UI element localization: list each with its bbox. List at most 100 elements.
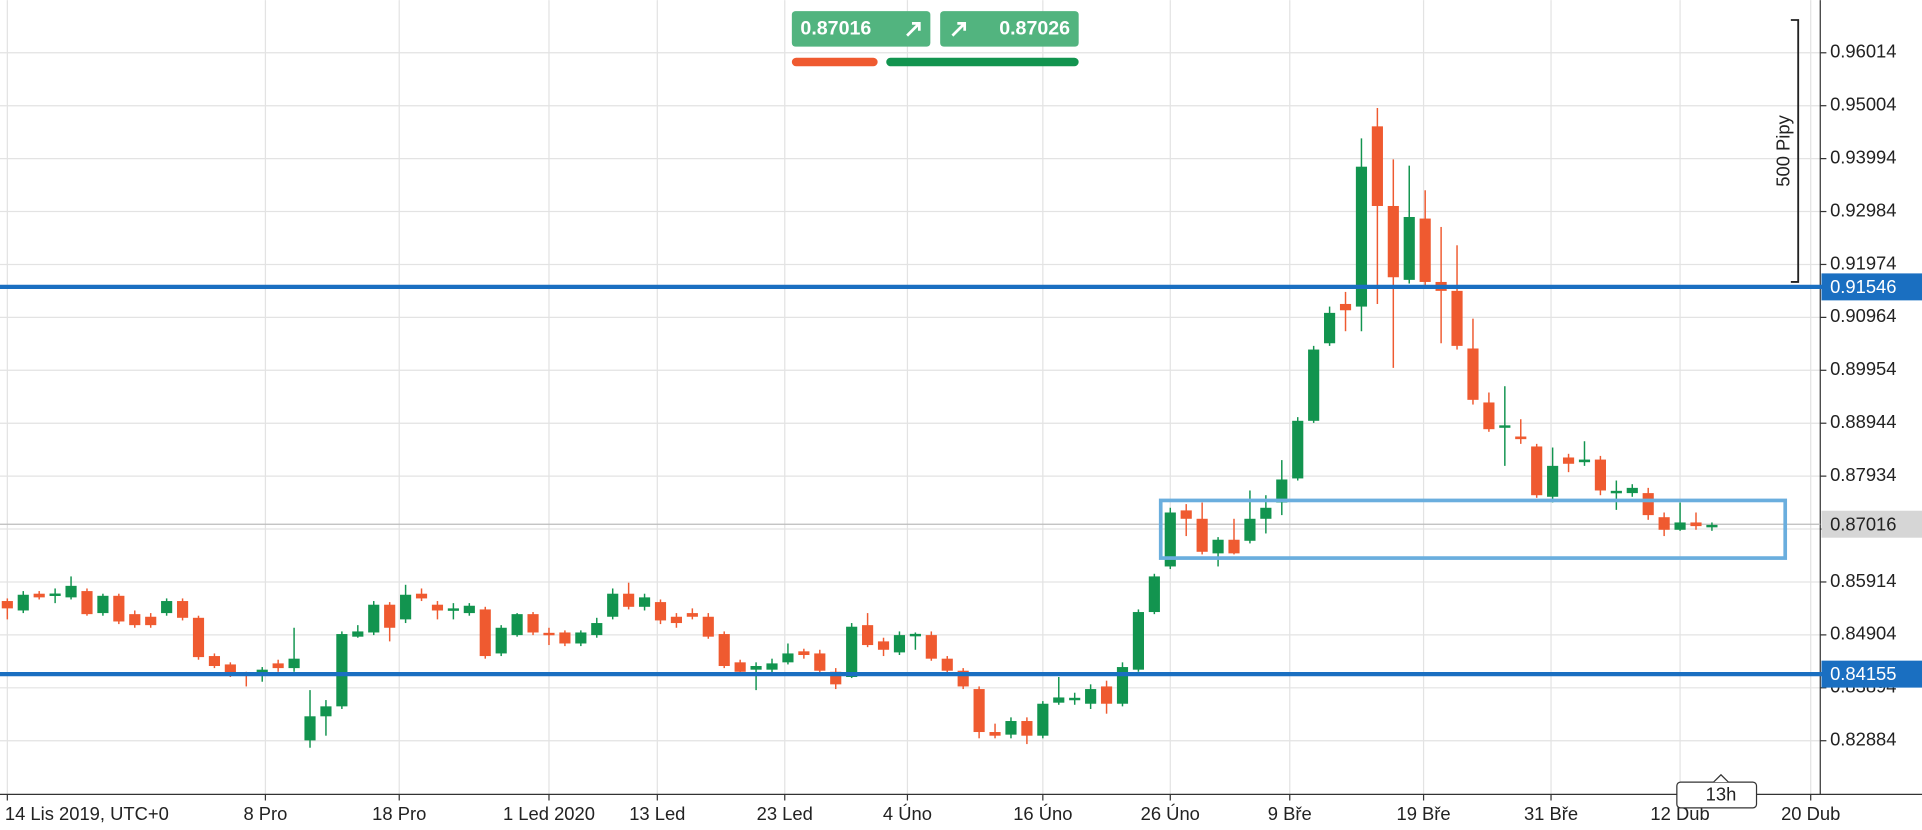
candle-body [607,593,619,617]
quote-widget: 0.87016 0.87026 [791,11,1079,67]
candle-body [1547,465,1559,497]
zone-rectangle [1158,498,1788,560]
candle-body [973,689,985,733]
candle-body [1228,539,1240,554]
y-tick-label: 0.85914 [1830,570,1896,591]
candle-body [734,662,746,672]
candle-body [208,656,221,667]
candle-body [1467,348,1479,400]
x-tick-label: 26 Úno [1141,803,1200,824]
candle-body [17,594,29,611]
sell-bar [791,57,878,67]
candle-body [575,632,587,644]
candle-body [161,601,173,614]
candle-body [1308,349,1320,421]
y-tick-label: 0.87934 [1830,464,1896,485]
candle-body [941,658,953,671]
y-tick-label: 0.88944 [1830,411,1896,432]
candle-body [1355,166,1368,307]
candle-body [654,602,667,621]
candle-body [1642,493,1654,516]
cursor-pointer [1713,773,1729,783]
candle-body [1515,436,1527,440]
candle-body [766,663,778,670]
price-label: 0.91546 [1830,276,1896,297]
y-tick-label: 0.96014 [1830,41,1896,62]
candle-body [846,626,858,678]
candle-body [1658,517,1670,530]
candle-body [320,706,332,717]
x-tick-label: 19 Bře [1397,803,1451,824]
x-tick-label: 13 Led [629,803,685,824]
candle-body [1324,312,1336,344]
candle-body [176,601,189,618]
candle-body [1499,425,1511,428]
candle-body [145,616,157,626]
candle-body [1021,721,1033,736]
candle-body [224,664,236,676]
y-tick-label: 0.92984 [1830,199,1896,220]
candle-body [1626,487,1638,494]
candle-body [1387,205,1399,278]
candle-body [591,623,603,636]
y-tick-label: 0.82884 [1830,729,1896,750]
candle-body [1578,459,1591,463]
x-tick-label: 18 Pro [372,803,426,824]
candle-body [1148,576,1160,613]
price-label-box [1821,660,1922,688]
candle-body [1483,402,1495,430]
candle-body [1706,524,1718,528]
candle-body [1,601,13,609]
candle-body [1132,612,1144,670]
candle-body [113,595,125,622]
candle-body [1005,721,1017,735]
candle-body [798,651,810,656]
x-tick-label: 14 Lis 2019, UTC+0 [5,803,169,824]
candle-body [527,614,539,633]
candle-body [1212,539,1224,554]
candle-body [623,593,635,607]
candle-body [336,634,348,707]
buy-button[interactable] [940,11,1079,47]
candle-body [1531,446,1543,496]
candle-body [1419,218,1431,282]
y-tick-label: 0.89954 [1830,358,1896,379]
x-tick-label: 16 Úno [1013,803,1072,824]
x-tick-label: 31 Bře [1524,803,1578,824]
candle-body [782,653,794,663]
price-label-box [1821,510,1922,538]
y-tick-label: 0.84904 [1830,623,1896,644]
candle-body [750,666,762,670]
y-tick-label: 0.90964 [1830,305,1896,326]
y-tick-label: 0.95004 [1830,94,1896,115]
candle-body [447,608,459,611]
candle-body [1196,518,1208,552]
candle-body [702,616,714,637]
candle-body [893,635,906,653]
pip-ruler-label: 500 Pipy [1773,114,1794,186]
candle-body [463,605,475,614]
x-tick-label: 23 Led [757,803,813,824]
candle-body [1451,290,1463,346]
candle-body [65,585,77,598]
sell-button[interactable] [791,11,931,47]
candle-body [718,634,730,667]
candle-body [1403,216,1415,280]
candle-body [1180,510,1192,519]
candle-body [909,633,921,637]
candle-body [304,716,316,741]
candle-body [989,732,1001,736]
candle-body [830,671,842,685]
candle-body [670,616,683,624]
candle-body [1339,303,1352,311]
candle-body [272,663,284,669]
candle-body [49,593,61,596]
candle-body [1594,459,1606,491]
x-tick-label: 1 Led 2020 [503,803,595,824]
candle-body [97,595,109,614]
candle-body [1244,518,1256,541]
arrow-icon [951,22,967,37]
sell-price: 0.87016 [800,18,871,40]
